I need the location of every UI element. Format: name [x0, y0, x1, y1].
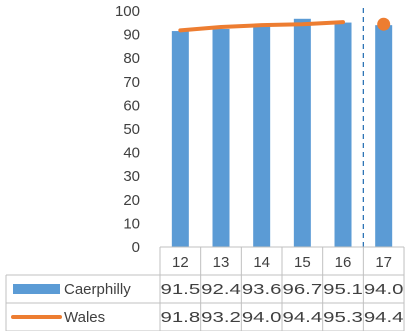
- legend-label-caerphilly: Caerphilly: [64, 281, 131, 298]
- data-label-caerphilly-12: 91.5: [161, 281, 201, 298]
- x-tick-label-13: 13: [213, 254, 230, 271]
- bar-caerphilly-15: [293, 18, 311, 248]
- data-label-wales-12: 91.8: [161, 309, 201, 326]
- data-label-wales-17: 94.4: [364, 309, 404, 326]
- legend-swatch-caerphilly: [13, 284, 60, 294]
- data-label-wales-16: 95.3: [323, 309, 363, 326]
- bar-caerphilly-16: [334, 22, 352, 248]
- y-tick-label-10: 10: [123, 215, 140, 232]
- x-tick-label-15: 15: [294, 254, 311, 271]
- y-tick-label-70: 70: [123, 74, 140, 91]
- y-tick-label-90: 90: [123, 27, 140, 44]
- data-label-caerphilly-17: 94.0: [364, 281, 404, 298]
- x-tick-label-14: 14: [253, 254, 270, 271]
- x-tick-label-12: 12: [172, 254, 189, 271]
- y-tick-label-0: 0: [132, 239, 140, 256]
- bar-caerphilly-12: [171, 31, 189, 248]
- y-tick-label-40: 40: [123, 145, 140, 162]
- line-wales: [178, 20, 346, 33]
- x-tick-label-16: 16: [335, 254, 352, 271]
- bar-caerphilly-14: [253, 26, 271, 247]
- y-tick-label-80: 80: [123, 50, 140, 67]
- y-tick-label-60: 60: [123, 97, 140, 114]
- point-wales-17: [377, 17, 391, 31]
- x-tick-label-17: 17: [375, 254, 392, 271]
- data-label-caerphilly-13: 92.4: [201, 281, 241, 298]
- data-label-caerphilly-15: 96.7: [283, 281, 323, 298]
- y-tick-label-30: 30: [123, 168, 140, 185]
- bar-caerphilly-17: [375, 25, 393, 247]
- data-label-wales-15: 94.4: [283, 309, 323, 326]
- data-label-caerphilly-16: 95.1: [323, 281, 363, 298]
- y-tick-label-100: 100: [115, 3, 140, 20]
- bar-caerphilly-13: [212, 28, 230, 247]
- data-label-caerphilly-14: 93.6: [242, 281, 282, 298]
- data-label-wales-14: 94.0: [242, 309, 282, 326]
- data-label-wales-13: 93.2: [201, 309, 241, 326]
- y-tick-label-50: 50: [123, 121, 140, 138]
- y-tick-label-20: 20: [123, 192, 140, 209]
- legend-label-wales: Wales: [64, 309, 105, 326]
